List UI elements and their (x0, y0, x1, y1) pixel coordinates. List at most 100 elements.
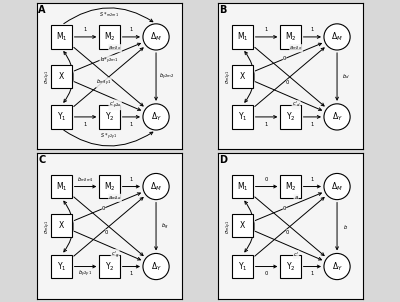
Text: 1: 1 (311, 122, 314, 127)
FancyBboxPatch shape (280, 175, 301, 198)
Text: $\Delta_Y$: $\Delta_Y$ (150, 111, 162, 123)
Circle shape (324, 24, 350, 50)
Text: 1: 1 (311, 271, 314, 276)
Text: 0: 0 (283, 206, 286, 211)
FancyBboxPatch shape (280, 255, 301, 278)
Text: $c'$: $c'$ (293, 250, 299, 259)
Text: Y$_2$: Y$_2$ (286, 260, 295, 273)
Text: 0: 0 (286, 80, 290, 85)
Text: $\Delta_Y$: $\Delta_Y$ (150, 260, 162, 273)
Text: $b_g$: $b_g$ (161, 221, 168, 232)
Text: $\Delta_M$: $\Delta_M$ (150, 31, 162, 43)
Text: M$_2$: M$_2$ (104, 180, 115, 193)
Text: M$_2$: M$_2$ (285, 31, 296, 43)
Text: 1: 1 (130, 122, 133, 127)
Text: $S*_{y2y1}$: $S*_{y2y1}$ (100, 132, 118, 142)
Text: $\Delta_Y$: $\Delta_Y$ (332, 111, 342, 123)
Text: $b_{m3y1}$: $b_{m3y1}$ (96, 77, 112, 88)
Text: $a_{m2x}$: $a_{m2x}$ (108, 44, 122, 52)
Text: $c'_d$: $c'_d$ (292, 100, 300, 109)
FancyBboxPatch shape (232, 255, 253, 278)
Text: M$_2$: M$_2$ (104, 31, 115, 43)
Circle shape (324, 253, 350, 280)
Text: 1: 1 (84, 122, 87, 127)
Text: $c'_g$: $c'_g$ (111, 249, 120, 260)
FancyBboxPatch shape (99, 25, 120, 49)
Text: b*$_{y2m1}$: b*$_{y2m1}$ (100, 56, 118, 66)
FancyBboxPatch shape (99, 175, 120, 198)
Text: Y$_2$: Y$_2$ (105, 260, 114, 273)
Text: $\sigma_{m1y1}$: $\sigma_{m1y1}$ (225, 70, 234, 84)
Text: 0: 0 (105, 230, 108, 235)
Text: 1: 1 (265, 27, 268, 32)
Text: X: X (59, 72, 64, 81)
Text: $a_{m2x}$: $a_{m2x}$ (290, 44, 303, 52)
FancyBboxPatch shape (51, 105, 72, 129)
Text: 1: 1 (130, 27, 133, 32)
Text: 1: 1 (311, 177, 314, 182)
Text: $\Delta_Y$: $\Delta_Y$ (332, 260, 342, 273)
Text: $\sigma_{m1y1}$: $\sigma_{m1y1}$ (44, 70, 53, 84)
Text: $a_{m2x}$: $a_{m2x}$ (108, 194, 122, 202)
Text: M$_1$: M$_1$ (237, 31, 248, 43)
Text: $\Delta_M$: $\Delta_M$ (331, 31, 343, 43)
Text: Y$_1$: Y$_1$ (238, 260, 247, 273)
Text: 0: 0 (286, 230, 290, 235)
FancyBboxPatch shape (232, 105, 253, 129)
Text: M$_2$: M$_2$ (285, 180, 296, 193)
Text: $S*_{m2m1}$: $S*_{m2m1}$ (99, 10, 119, 19)
FancyBboxPatch shape (51, 214, 72, 237)
Text: M$_1$: M$_1$ (237, 180, 248, 193)
Text: $\Delta_M$: $\Delta_M$ (150, 180, 162, 193)
FancyBboxPatch shape (51, 25, 72, 49)
Text: C: C (38, 155, 46, 165)
FancyBboxPatch shape (232, 214, 253, 237)
Circle shape (143, 24, 169, 50)
Text: 0: 0 (265, 271, 268, 276)
FancyBboxPatch shape (99, 105, 120, 129)
Text: X: X (240, 221, 245, 230)
Text: Y$_1$: Y$_1$ (238, 111, 247, 123)
FancyBboxPatch shape (232, 175, 253, 198)
Text: 1: 1 (84, 27, 87, 32)
Text: $c'_{y2x}$: $c'_{y2x}$ (108, 100, 122, 110)
Text: 1: 1 (265, 122, 268, 127)
Circle shape (143, 104, 169, 130)
Circle shape (143, 173, 169, 200)
Circle shape (324, 104, 350, 130)
Text: B: B (219, 5, 227, 15)
Text: $b_d$: $b_d$ (342, 72, 350, 81)
FancyBboxPatch shape (280, 25, 301, 49)
Text: $\sigma_{m1y1}$: $\sigma_{m1y1}$ (44, 219, 53, 234)
Text: $b_{y2m2}$: $b_{y2m2}$ (158, 72, 174, 82)
Text: X: X (240, 72, 245, 81)
Text: $a$: $a$ (294, 194, 298, 201)
FancyBboxPatch shape (99, 255, 120, 278)
Text: X: X (59, 221, 64, 230)
FancyBboxPatch shape (51, 255, 72, 278)
Text: M$_1$: M$_1$ (56, 31, 67, 43)
Text: 0: 0 (265, 177, 268, 182)
Circle shape (143, 253, 169, 280)
Text: $\Delta_M$: $\Delta_M$ (331, 180, 343, 193)
Text: D: D (219, 155, 227, 165)
Text: $b_{y2y1}$: $b_{y2y1}$ (78, 269, 92, 279)
Text: $\sigma_{m1y1}$: $\sigma_{m1y1}$ (225, 219, 234, 234)
Text: Y$_1$: Y$_1$ (57, 260, 66, 273)
Text: 1: 1 (311, 27, 314, 32)
FancyBboxPatch shape (51, 175, 72, 198)
Text: M$_1$: M$_1$ (56, 180, 67, 193)
Text: A: A (38, 5, 46, 15)
Text: 1: 1 (130, 177, 133, 182)
Text: $b$: $b$ (343, 223, 348, 230)
Text: 0: 0 (283, 56, 286, 61)
FancyBboxPatch shape (232, 65, 253, 88)
Circle shape (324, 173, 350, 200)
FancyBboxPatch shape (232, 25, 253, 49)
Text: 0: 0 (102, 206, 105, 211)
Text: 1: 1 (130, 271, 133, 276)
Text: Y$_1$: Y$_1$ (57, 111, 66, 123)
Text: Y$_2$: Y$_2$ (286, 111, 295, 123)
Text: $b_{m2m1}$: $b_{m2m1}$ (77, 175, 94, 184)
FancyBboxPatch shape (51, 65, 72, 88)
